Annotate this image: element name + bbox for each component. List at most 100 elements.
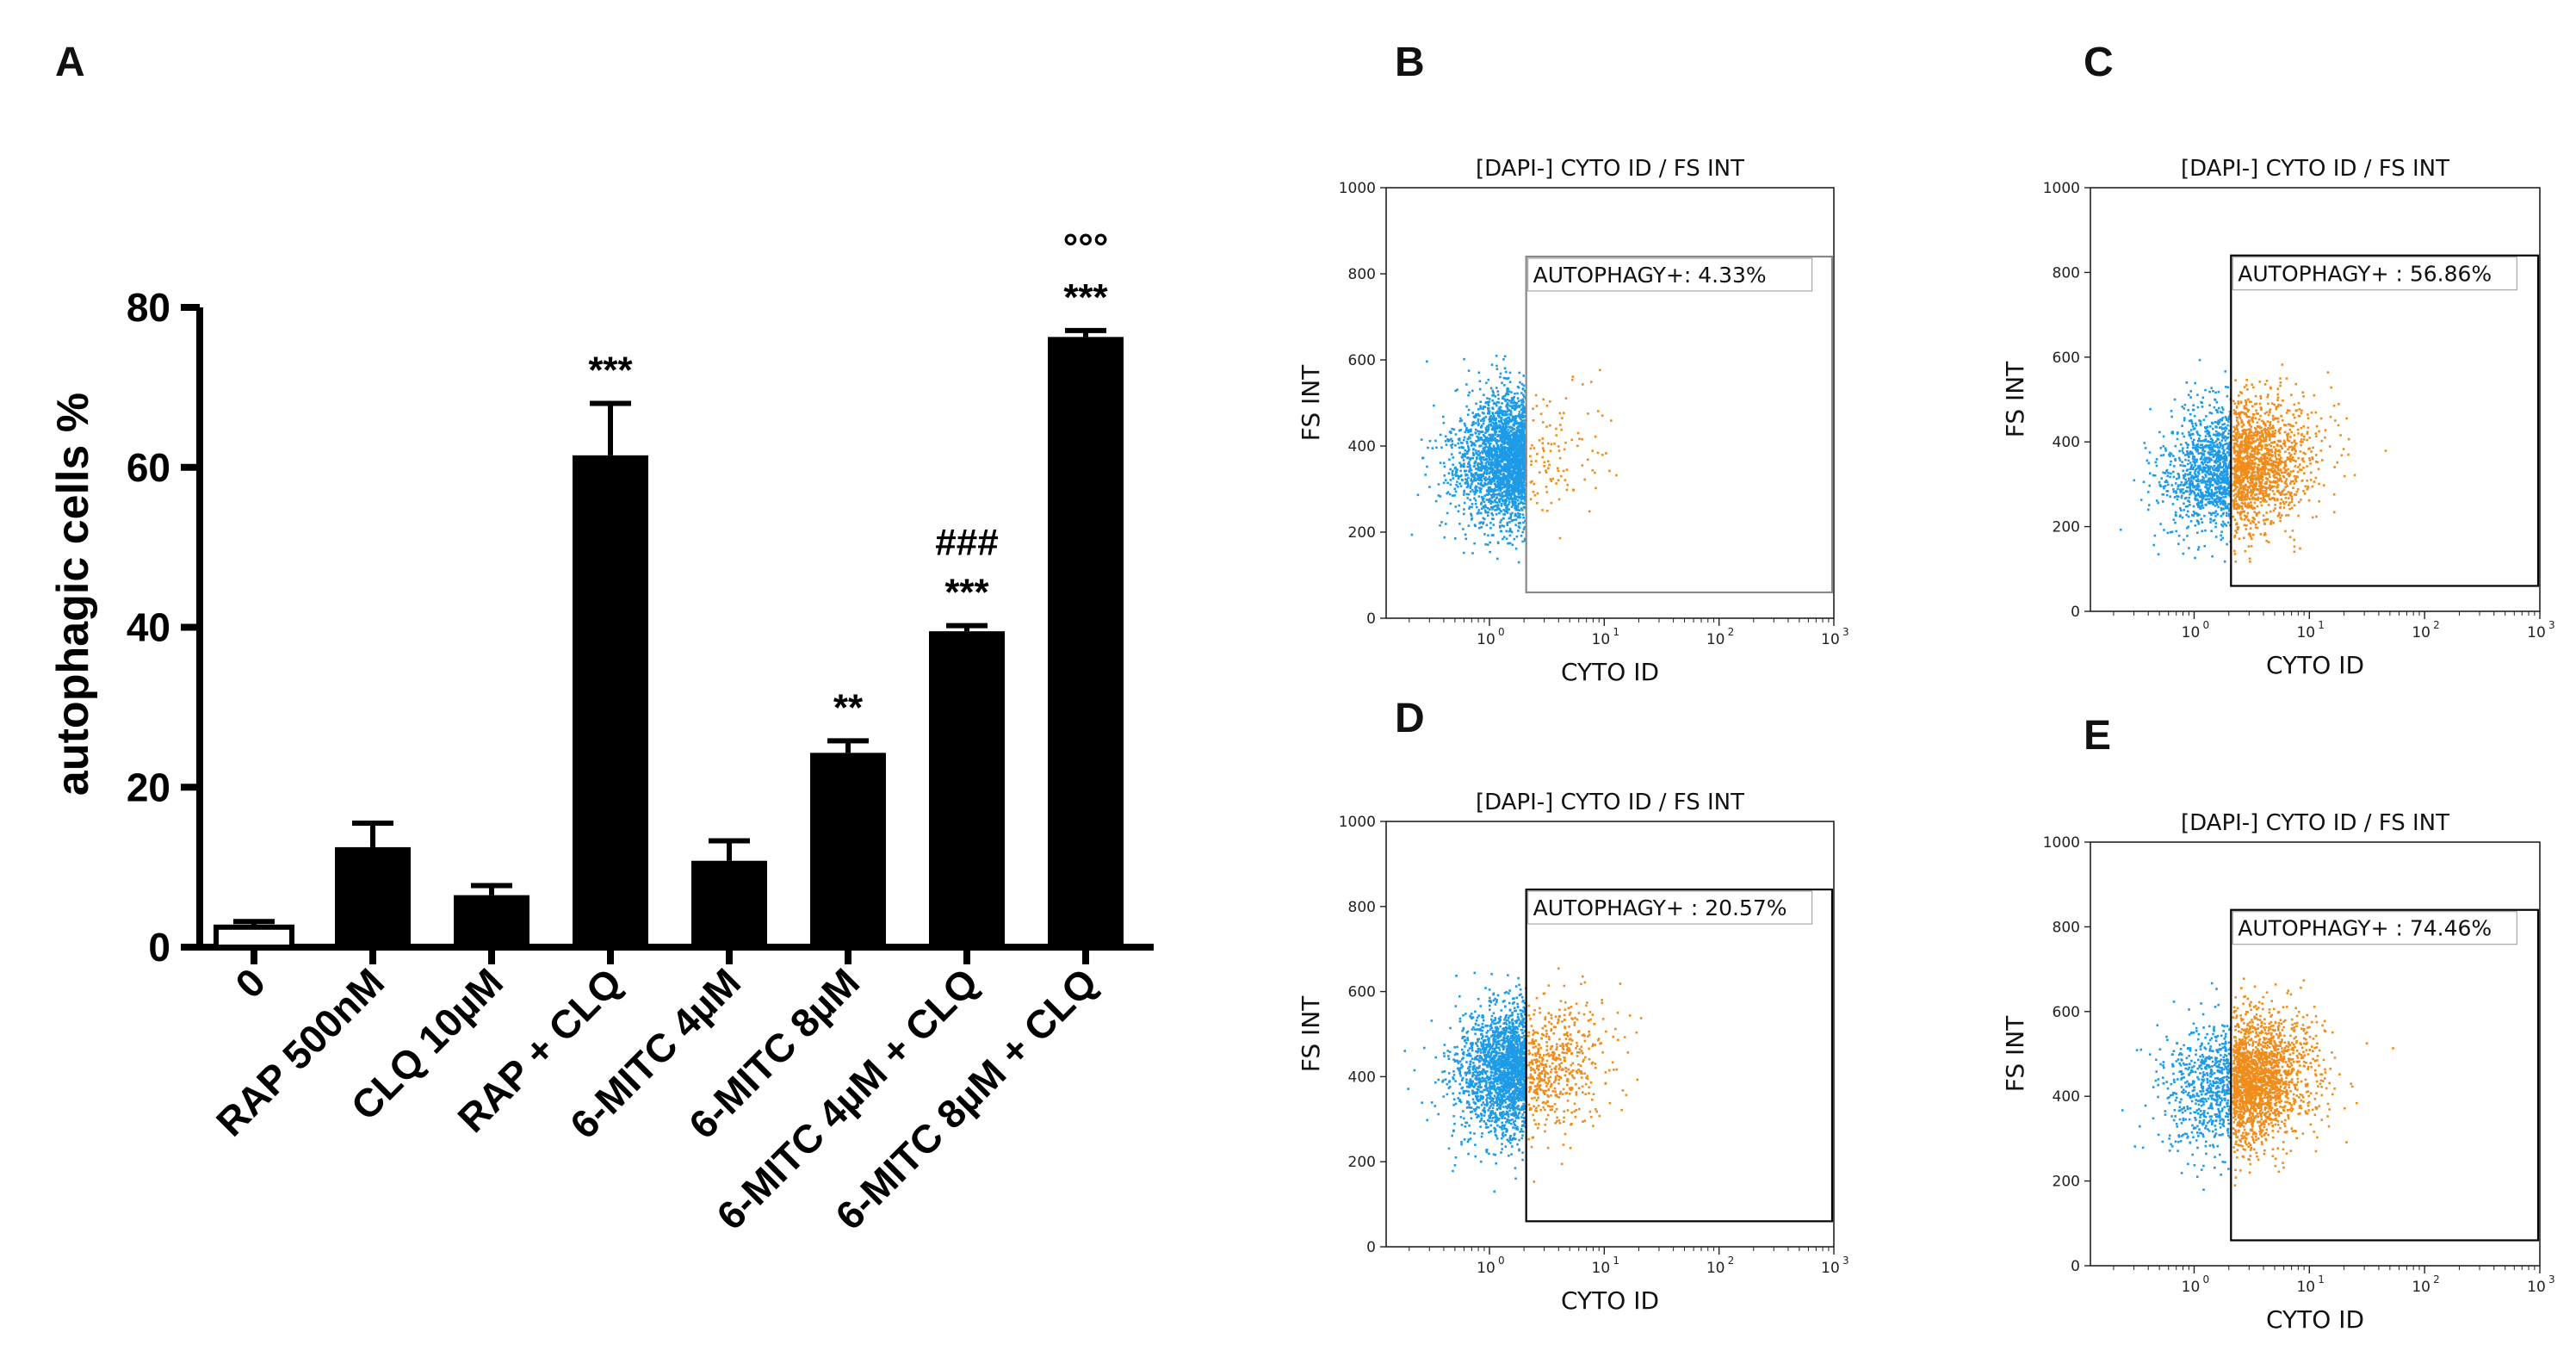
event-dot	[1521, 446, 1525, 449]
event-dot	[1510, 442, 1513, 445]
event-dot	[2293, 538, 2295, 542]
event-dot	[2221, 433, 2225, 437]
event-dot	[2208, 478, 2211, 480]
event-dot	[1520, 498, 1523, 501]
event-dot	[2204, 435, 2208, 437]
event-dot	[2153, 534, 2157, 537]
event-dot	[1477, 462, 1479, 465]
event-dot	[1504, 485, 1507, 487]
event-dot	[1507, 429, 1510, 431]
event-dot	[1517, 449, 1520, 453]
event-dot	[1520, 437, 1524, 439]
event-dot	[2165, 480, 2169, 484]
event-dot	[2214, 454, 2216, 457]
event-dot	[2284, 460, 2287, 462]
event-dot	[2220, 412, 2224, 414]
event-dot	[1508, 542, 1510, 545]
event-dot	[2175, 477, 2178, 480]
event-dot	[1460, 479, 1464, 481]
event-dot	[2266, 517, 2269, 521]
event-dot	[2264, 490, 2268, 493]
event-dot	[1471, 433, 1474, 437]
event-dot	[1557, 449, 1561, 452]
event-dot	[1502, 536, 1506, 538]
event-dot	[1503, 478, 1506, 481]
event-dot	[1431, 447, 1434, 449]
event-dot	[2169, 451, 2171, 455]
event-dot	[2227, 454, 2231, 456]
event-dot	[1489, 420, 1493, 423]
event-dot	[2202, 481, 2205, 484]
event-dot	[2223, 500, 2226, 504]
event-dot	[2236, 424, 2239, 427]
event-dot	[1502, 468, 1504, 470]
event-dot	[2277, 468, 2280, 472]
event-dot	[2280, 471, 2283, 474]
event-dot	[2192, 510, 2195, 513]
event-dot	[2225, 459, 2228, 462]
event-dot	[1495, 468, 1499, 472]
event-dot	[1477, 419, 1480, 423]
event-dot	[1463, 551, 1465, 555]
event-dot	[2189, 462, 2192, 464]
event-dot	[2243, 386, 2246, 388]
event-dot	[1497, 408, 1501, 411]
event-dot	[1570, 438, 1573, 442]
event-dot	[2238, 414, 2241, 418]
event-dot	[2214, 481, 2217, 484]
event-dot	[1477, 468, 1480, 472]
event-dot	[1515, 414, 1518, 418]
event-dot	[2318, 482, 2320, 486]
event-dot	[1502, 412, 1504, 415]
event-dot	[2248, 486, 2251, 489]
event-dot	[2297, 432, 2300, 435]
event-dot	[2220, 506, 2223, 510]
event-dot	[1503, 467, 1506, 469]
event-dot	[2255, 483, 2257, 486]
event-dot	[2218, 457, 2220, 461]
event-dot	[2268, 541, 2270, 543]
event-dot	[1487, 463, 1490, 466]
event-dot	[1452, 428, 1456, 431]
event-dot	[1495, 484, 1499, 486]
event-dot	[2238, 490, 2240, 493]
event-dot	[2204, 498, 2208, 501]
event-dot	[2216, 450, 2220, 454]
event-dot	[2312, 457, 2314, 461]
event-dot	[2264, 533, 2267, 536]
event-dot	[1511, 543, 1514, 547]
event-dot	[1519, 431, 1521, 434]
event-dot	[1512, 448, 1515, 450]
event-dot	[2269, 463, 2272, 466]
event-dot	[2268, 443, 2270, 446]
event-dot	[2207, 489, 2210, 493]
event-dot	[2183, 454, 2187, 456]
event-dot	[1483, 455, 1485, 459]
event-dot	[2271, 431, 2275, 433]
event-dot	[1510, 486, 1513, 488]
event-dot	[1452, 494, 1454, 497]
event-dot	[1480, 487, 1483, 490]
event-dot	[2188, 452, 2190, 455]
event-dot	[1473, 474, 1476, 478]
event-dot	[1489, 437, 1492, 441]
event-dot	[1504, 430, 1507, 432]
event-dot	[2233, 553, 2237, 555]
event-dot	[2224, 439, 2227, 442]
event-dot	[1520, 399, 1523, 402]
event-dot	[1471, 412, 1474, 414]
event-dot	[1521, 399, 1525, 401]
event-dot	[1454, 490, 1458, 493]
event-dot	[2276, 478, 2280, 480]
event-dot	[1486, 466, 1489, 468]
event-dot	[2269, 480, 2272, 484]
event-dot	[1565, 488, 1569, 492]
event-dot	[2276, 499, 2279, 501]
event-dot	[1516, 454, 1519, 457]
event-dot	[2184, 473, 2187, 475]
event-dot	[2279, 477, 2282, 480]
event-dot	[2265, 482, 2268, 485]
event-dot	[1477, 371, 1481, 375]
event-dot	[2211, 427, 2214, 431]
event-dot	[1520, 418, 1522, 421]
